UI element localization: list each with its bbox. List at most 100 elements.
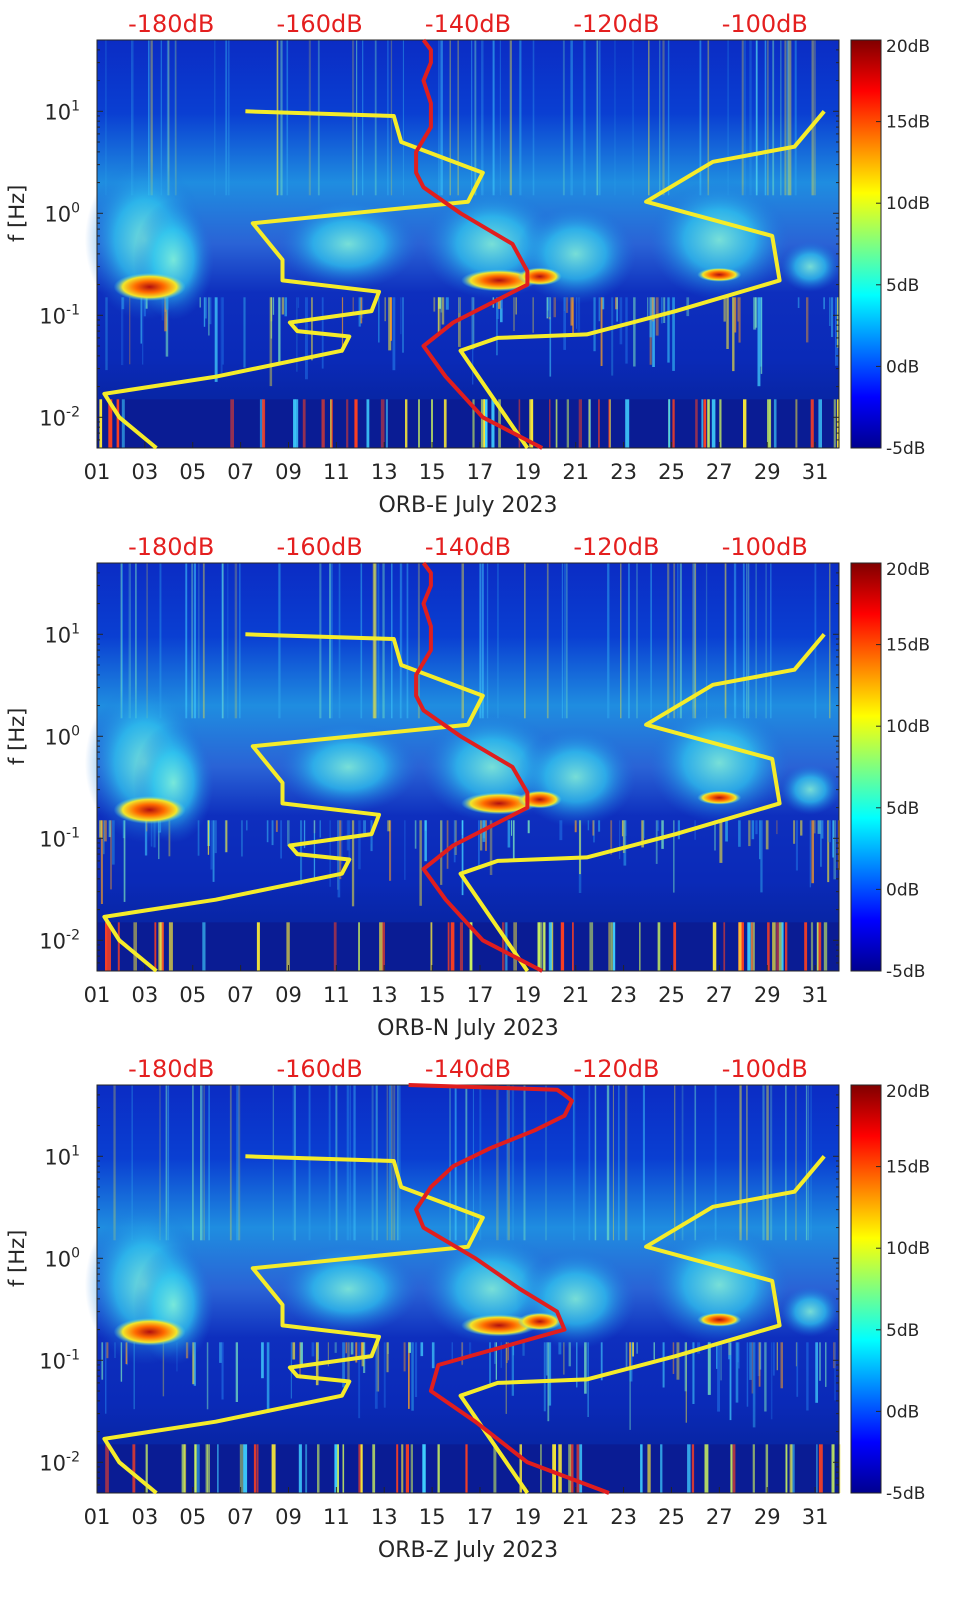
heatmap-streak	[523, 1085, 526, 1241]
heatmap-streak	[375, 1085, 378, 1241]
y-tick-exponent: -1	[66, 825, 80, 841]
heatmap-streak	[806, 1342, 809, 1411]
heatmap-streak	[687, 1444, 691, 1493]
heatmap-streak	[765, 820, 769, 850]
heatmap-streak	[601, 297, 605, 310]
heatmap-streak	[810, 922, 814, 971]
heatmap-streak	[346, 1085, 349, 1241]
heatmap-streak	[643, 820, 645, 839]
heatmap-streak	[319, 563, 322, 719]
heatmap-hot-spot	[461, 1314, 538, 1337]
y-tick-exponent: 0	[71, 723, 80, 739]
colorbar-tick-label: -5dB	[886, 962, 925, 982]
x-tick-label: 21	[562, 983, 589, 1007]
heatmap-streak	[120, 563, 122, 719]
heatmap-streak	[162, 1342, 165, 1397]
heatmap-streak	[278, 297, 281, 364]
heatmap-streak	[598, 399, 600, 448]
y-tick-label: 10-2	[39, 927, 80, 953]
y-tick-base: 10	[39, 827, 66, 851]
heatmap-streak	[414, 820, 417, 849]
heatmap-streak	[673, 563, 676, 719]
heatmap-streak	[366, 399, 370, 448]
heatmap-streak	[100, 820, 103, 904]
heatmap-streak	[746, 1342, 749, 1407]
x-tick-label: 01	[84, 460, 111, 484]
heatmap-hot-spot	[113, 272, 186, 301]
heatmap-streak	[816, 1444, 818, 1493]
x-tick-label: 25	[658, 1505, 685, 1529]
heatmap-streak	[837, 297, 839, 348]
heatmap-streak	[181, 1444, 185, 1493]
heatmap-hot-spot	[697, 1312, 742, 1327]
heatmap-streak	[110, 820, 112, 890]
heatmap-streak	[770, 1085, 773, 1241]
heatmap-streak	[732, 297, 735, 372]
heatmap-streak	[807, 1085, 810, 1241]
heatmap-streak	[419, 820, 422, 906]
psd-curve	[414, 38, 544, 450]
heatmap-streak	[703, 399, 707, 448]
heatmap-streak	[374, 1342, 378, 1409]
heatmap-streak	[737, 297, 739, 322]
heatmap-streak	[219, 1342, 222, 1363]
heatmap-streak	[509, 40, 512, 196]
heatmap-streak	[600, 1342, 603, 1381]
heatmap-streak	[437, 297, 440, 335]
heatmap-energy-blob	[133, 1244, 214, 1365]
y-tick-label: 100	[44, 723, 80, 749]
heatmap-streak	[408, 1342, 410, 1409]
heatmap-streak	[292, 1085, 294, 1241]
noise-curves	[102, 38, 826, 450]
heatmap-streak	[811, 40, 814, 196]
heatmap-streak	[193, 1342, 196, 1386]
heatmap-streak	[352, 40, 355, 196]
x-tick-label: 27	[706, 983, 733, 1007]
heatmap-streak	[374, 40, 377, 196]
y-axis-label: f [Hz]	[5, 708, 29, 765]
y-tick-base: 10	[39, 1349, 66, 1373]
top-db-label: -120dB	[573, 533, 659, 561]
heatmap-streak	[805, 1085, 807, 1241]
heatmap-streak	[552, 1444, 556, 1493]
nhnm-curve	[458, 1155, 826, 1495]
heatmap-streak	[764, 40, 767, 196]
heatmap-streak	[619, 297, 623, 345]
heatmap-streak	[834, 1342, 836, 1401]
heatmap-streak	[789, 1444, 793, 1493]
heatmap-streak	[358, 1444, 362, 1493]
heatmap-streak	[404, 820, 406, 880]
heatmap-streak	[716, 1342, 718, 1369]
heatmap-streak	[623, 820, 627, 866]
heatmap-streak	[507, 1085, 510, 1241]
heatmap-streak	[305, 297, 308, 380]
heatmap-hot-spot	[461, 792, 538, 815]
heatmap-streak	[121, 297, 124, 366]
heatmap-streak	[673, 922, 677, 971]
heatmap-streak	[99, 399, 103, 448]
heatmap-streak	[831, 297, 834, 337]
heatmap-streak	[308, 40, 311, 196]
heatmap-streak	[241, 820, 243, 857]
heatmap-streak	[561, 563, 564, 719]
heatmap-streak	[321, 399, 325, 448]
colorbar-tick-label: 15dB	[886, 1158, 930, 1178]
heatmap-streak	[787, 40, 791, 196]
x-tick-label: 25	[658, 983, 685, 1007]
spectrogram-panel-orb-n: -180dB -160dB -140dB -120dB -100dB 01 03…	[5, 533, 930, 1041]
heatmap-streak	[522, 1342, 525, 1356]
heatmap-streak	[360, 1444, 363, 1493]
heatmap-streak	[142, 297, 144, 365]
heatmap-streak	[810, 399, 814, 448]
x-axis-label: ORB-E July 2023	[378, 493, 557, 518]
heatmap-streak	[778, 922, 783, 971]
heatmap-streak	[238, 1085, 241, 1241]
heatmap-streak	[469, 922, 473, 971]
heatmap-streak	[594, 1085, 597, 1241]
heatmap-streak	[206, 1444, 210, 1493]
heatmap-streak	[335, 1085, 338, 1241]
heatmap-streak	[497, 563, 499, 719]
x-tick-label: 07	[227, 983, 254, 1007]
heatmap-streak	[735, 1342, 739, 1403]
colorbar-tick-label: 5dB	[886, 1321, 919, 1341]
